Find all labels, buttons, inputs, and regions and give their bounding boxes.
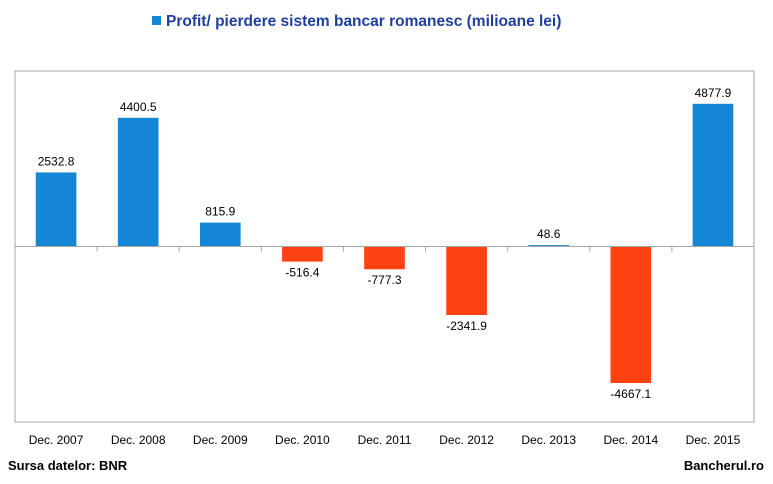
x-tick-label: Dec. 2009 — [193, 433, 248, 447]
x-tick-label: Dec. 2007 — [29, 433, 84, 447]
data-label: -516.4 — [285, 266, 319, 280]
x-tick-label: Dec. 2013 — [521, 433, 576, 447]
x-tick-label: Dec. 2014 — [603, 433, 658, 447]
bar — [528, 245, 570, 247]
bar-series — [35, 103, 734, 384]
data-label: 48.6 — [537, 227, 561, 241]
x-tick-label: Dec. 2010 — [275, 433, 330, 447]
x-axis-labels: Dec. 2007 Dec. 2008 Dec. 2009 Dec. 2010 Dec.… — [29, 433, 741, 447]
brand-label: Bancherul.ro — [683, 458, 764, 473]
data-label: 815.9 — [205, 205, 235, 219]
bar — [446, 246, 487, 315]
x-tick-label: Dec. 2011 — [358, 433, 412, 447]
bar — [610, 246, 652, 384]
data-label: -777.3 — [367, 273, 401, 287]
x-tick-label: Dec. 2015 — [686, 433, 741, 447]
bar — [282, 246, 323, 262]
data-label: 4877.9 — [695, 86, 732, 100]
data-label: 4400.5 — [120, 100, 157, 114]
legend-entry: Profit/ pierdere sistem bancar romanesc … — [166, 13, 561, 30]
x-axis-ticks — [14, 246, 755, 252]
source-note: Sursa datelor: BNR — [8, 458, 128, 473]
data-label: -4667.1 — [610, 387, 651, 401]
chart-legend: Profit/ pierdere sistem bancar romanesc … — [152, 13, 561, 30]
bar — [35, 172, 77, 247]
x-tick-label: Dec. 2012 — [439, 433, 494, 447]
bar — [364, 246, 405, 270]
data-label: 2532.8 — [38, 154, 75, 168]
x-tick-label: Dec. 2008 — [111, 433, 166, 447]
bar — [692, 103, 734, 247]
legend-swatch — [152, 16, 161, 25]
bar — [199, 222, 241, 247]
data-label: -2341.9 — [446, 319, 487, 333]
data-labels: 2532.8 4400.5 815.9 -516.4 -777.3 -2341.9 48.6… — [38, 86, 732, 401]
bar — [117, 117, 159, 247]
